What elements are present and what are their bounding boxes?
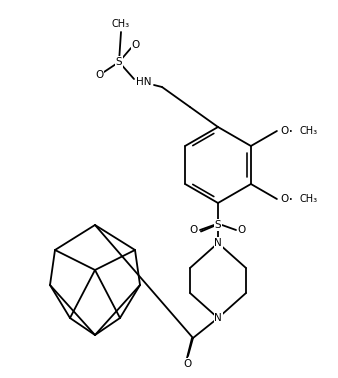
Text: O: O xyxy=(281,194,289,204)
Text: CH₃: CH₃ xyxy=(300,126,318,136)
Text: O: O xyxy=(238,225,246,235)
Text: O: O xyxy=(95,70,103,80)
Text: O: O xyxy=(281,126,289,136)
Text: S: S xyxy=(116,57,122,67)
Text: O: O xyxy=(132,40,140,50)
Text: N: N xyxy=(214,313,222,323)
Text: S: S xyxy=(215,220,221,230)
Text: HN: HN xyxy=(136,77,152,87)
Text: CH₃: CH₃ xyxy=(300,194,318,204)
Text: N: N xyxy=(214,238,222,248)
Text: CH₃: CH₃ xyxy=(112,19,130,29)
Text: O: O xyxy=(190,225,198,235)
Text: O: O xyxy=(184,359,192,369)
